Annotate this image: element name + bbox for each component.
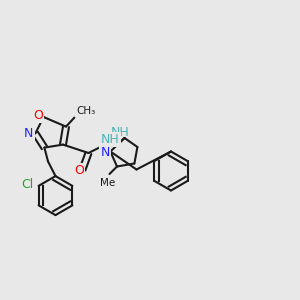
- Text: O: O: [33, 109, 43, 122]
- Text: Cl: Cl: [21, 178, 33, 191]
- Text: O: O: [74, 164, 84, 178]
- Text: NH: NH: [110, 127, 129, 140]
- Text: CH₃: CH₃: [76, 106, 95, 116]
- Text: N: N: [100, 146, 110, 160]
- Text: N: N: [24, 127, 34, 140]
- Text: Me: Me: [100, 178, 116, 188]
- Text: O: O: [74, 164, 84, 178]
- Text: O: O: [33, 109, 43, 122]
- Text: Cl: Cl: [21, 178, 33, 191]
- Text: N: N: [24, 127, 34, 140]
- Text: N: N: [100, 146, 110, 160]
- Text: NH: NH: [101, 133, 120, 146]
- Text: Me: Me: [100, 178, 116, 188]
- Text: CH₃: CH₃: [76, 106, 95, 116]
